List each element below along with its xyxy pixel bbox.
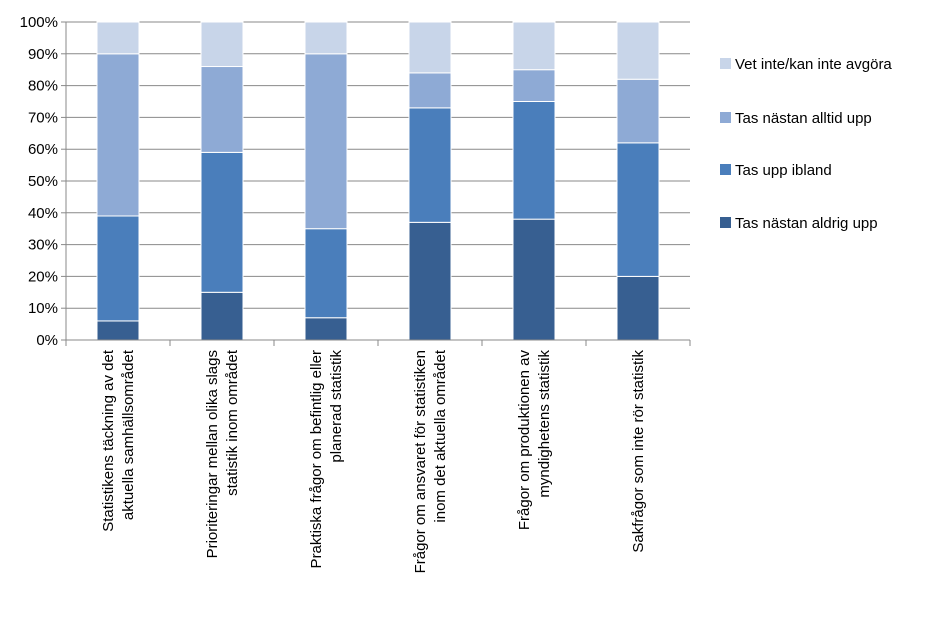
legend-swatch <box>720 58 731 69</box>
bar-segment <box>512 69 556 102</box>
axes <box>61 21 691 346</box>
legend-swatch <box>720 112 731 123</box>
x-tick-label-line: planerad statistik <box>328 350 345 463</box>
bar-segment <box>512 21 556 71</box>
bar-segment <box>408 107 452 223</box>
bar-segment <box>96 21 140 55</box>
y-tick-label: 40% <box>28 205 58 222</box>
legend-label: Tas nästan alltid upp <box>735 110 872 127</box>
y-tick-label: 70% <box>28 109 58 126</box>
legend-swatch <box>720 217 731 228</box>
legend-label: Tas nästan aldrig upp <box>735 215 878 232</box>
bar-segment <box>408 221 452 341</box>
bar-segment <box>304 317 348 341</box>
legend-swatch <box>720 164 731 175</box>
bar-segment <box>96 215 140 322</box>
x-tick-label-line: Sakfrågor som inte rör statistik <box>630 350 647 553</box>
bar-segment <box>304 53 348 230</box>
bar-segment <box>616 275 660 341</box>
bar-segment <box>408 21 452 74</box>
bar-segment <box>304 228 348 319</box>
y-tick-label: 50% <box>28 173 58 190</box>
bar-segment <box>304 21 348 55</box>
x-tick-label-line: Statistikens täckning av det <box>100 349 117 532</box>
x-tick-label-line: inom det aktuella området <box>432 349 449 522</box>
bar-segment <box>512 218 556 341</box>
y-tick-label: 80% <box>28 78 58 95</box>
x-tick-label: Sakfrågor som inte rör statistik <box>630 350 647 553</box>
bar-segment <box>408 72 452 109</box>
bar-segment <box>96 320 140 341</box>
y-tick-label: 20% <box>28 268 58 285</box>
x-tick-label-line: Prioriteringar mellan olika slags <box>204 350 221 558</box>
legend-label: Tas upp ibland <box>735 162 832 179</box>
y-tick-labels: 0% 10% 20% 30% 40% 50% 60% 70% 80% 90% 100% <box>20 14 58 349</box>
bar-segment <box>96 53 140 217</box>
x-tick-label-line: Praktiska frågor om befintlig eller <box>308 350 325 568</box>
x-tick-label-line: statistik inom området <box>224 349 241 496</box>
x-tick-label-line: aktuella samhällsområdet <box>120 349 137 520</box>
x-tick-label: Frågor om ansvaret för statistiken inom d… <box>412 349 449 573</box>
gridlines <box>66 21 690 341</box>
bar-segment <box>200 291 244 341</box>
x-tick-label-line: myndighetens statistik <box>536 350 553 498</box>
y-tick-label: 60% <box>28 141 58 158</box>
x-tick-label: Praktiska frågor om befintlig eller plane… <box>308 350 345 569</box>
bar-segment <box>512 101 556 220</box>
bar-segment <box>200 66 244 153</box>
x-tick-label-line: Frågor om ansvaret för statistiken <box>412 350 429 573</box>
bar-segment <box>200 151 244 293</box>
y-tick-label: 100% <box>20 14 58 31</box>
bar-segment <box>200 21 244 68</box>
y-tick-label: 0% <box>36 332 58 349</box>
bar-segment <box>616 142 660 277</box>
y-tick-label: 30% <box>28 237 58 254</box>
x-tick-label-line: Frågor om produktionen av <box>516 350 533 531</box>
legend-label: Vet inte/kan inte avgöra <box>735 56 892 73</box>
x-tick-label: Statistikens täckning av det aktuella sam… <box>100 349 137 532</box>
y-tick-label: 90% <box>28 46 58 63</box>
legend: Vet inte/kan inte avgöra Tas nästan allti… <box>720 56 892 232</box>
x-tick-label: Prioriteringar mellan olika slags statist… <box>204 349 241 558</box>
y-tick-label: 10% <box>28 300 58 317</box>
x-tick-label: Frågor om produktionen av myndighetens st… <box>516 350 553 531</box>
bars <box>96 21 660 341</box>
bar-segment <box>616 21 660 80</box>
x-tick-labels: Statistikens täckning av det aktuella sam… <box>100 349 647 573</box>
bar-segment <box>616 78 660 144</box>
